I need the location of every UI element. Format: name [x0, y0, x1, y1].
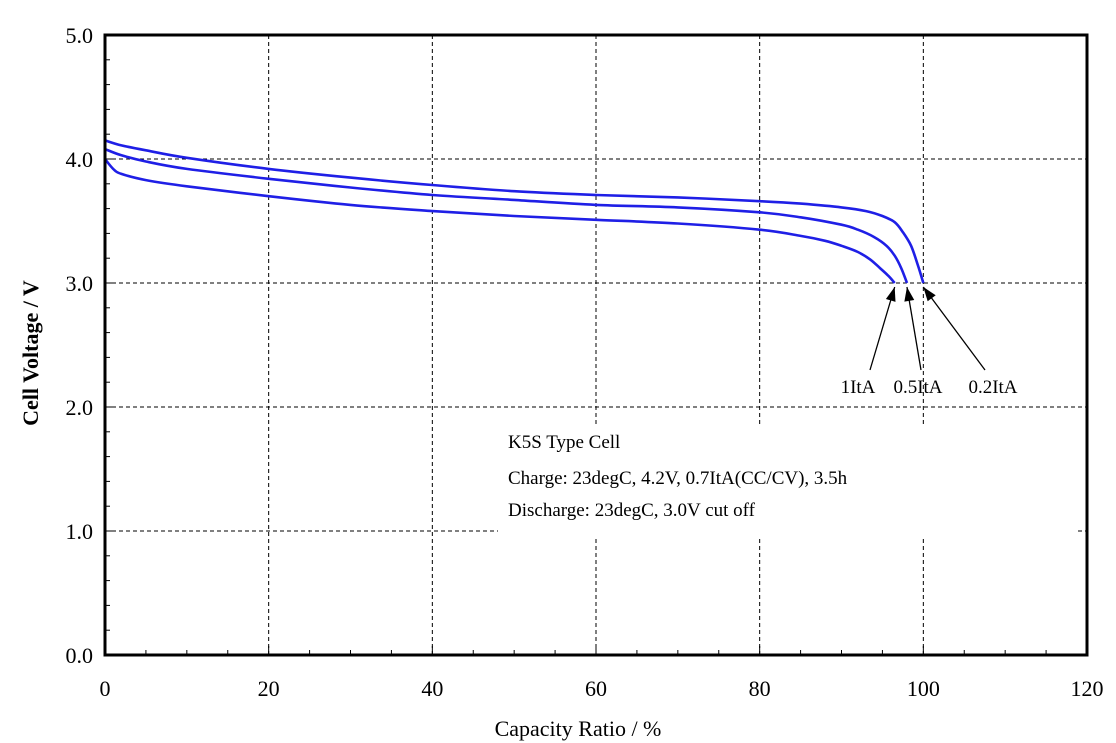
arrow-head [885, 287, 896, 302]
annotation-charge: Charge: 23degC, 4.2V, 0.7ItA(CC/CV), 3.5… [508, 468, 848, 489]
annotation-background [498, 424, 1078, 536]
plot-frame [103, 33, 1089, 657]
x-tick-label: 100 [907, 676, 940, 701]
x-tick-label: 120 [1071, 676, 1104, 701]
curve-label-0-5ita: 0.5ItA [893, 377, 942, 398]
curve-label-1ita: 1ItA [841, 377, 876, 398]
arrow-head [904, 287, 915, 302]
curve-label-0-2ita: 0.2ItA [968, 377, 1017, 398]
y-tick-label: 4.0 [66, 147, 94, 172]
y-tick-label: 2.0 [66, 395, 94, 420]
annotation-box: K5S Type Cell Charge: 23degC, 4.2V, 0.7I… [508, 432, 848, 521]
y-tick-label: 3.0 [66, 271, 94, 296]
annotation-discharge: Discharge: 23degC, 3.0V cut off [508, 500, 756, 521]
series-lines [103, 139, 925, 284]
arrow-head [923, 287, 936, 302]
x-tick-label: 40 [421, 676, 443, 701]
y-tick-label: 1.0 [66, 519, 94, 544]
arrow-line [869, 286, 896, 371]
series-line-0-2ita [104, 139, 925, 284]
x-tick-label: 20 [258, 676, 280, 701]
y-tick-label: 0.0 [66, 643, 94, 668]
grid-lines [105, 35, 1087, 655]
x-tick-label: 0 [100, 676, 111, 701]
x-tick-label: 60 [585, 676, 607, 701]
series-line-1ita [103, 158, 896, 284]
annotation-cell-type: K5S Type Cell [508, 432, 620, 453]
x-tick-label: 80 [749, 676, 771, 701]
y-axis-title: Cell Voltage / V [18, 280, 43, 426]
arrow-line [922, 286, 986, 371]
tick-labels: 0 20 40 60 80 100 120 0.0 1.0 2.0 3.0 4.0 5.0 [66, 23, 1104, 701]
arrow-line [906, 286, 922, 371]
curve-arrows [869, 286, 986, 371]
y-tick-label: 5.0 [66, 23, 94, 48]
series-line-0-5ita [104, 147, 909, 284]
x-axis-title: Capacity Ratio / % [495, 716, 662, 741]
